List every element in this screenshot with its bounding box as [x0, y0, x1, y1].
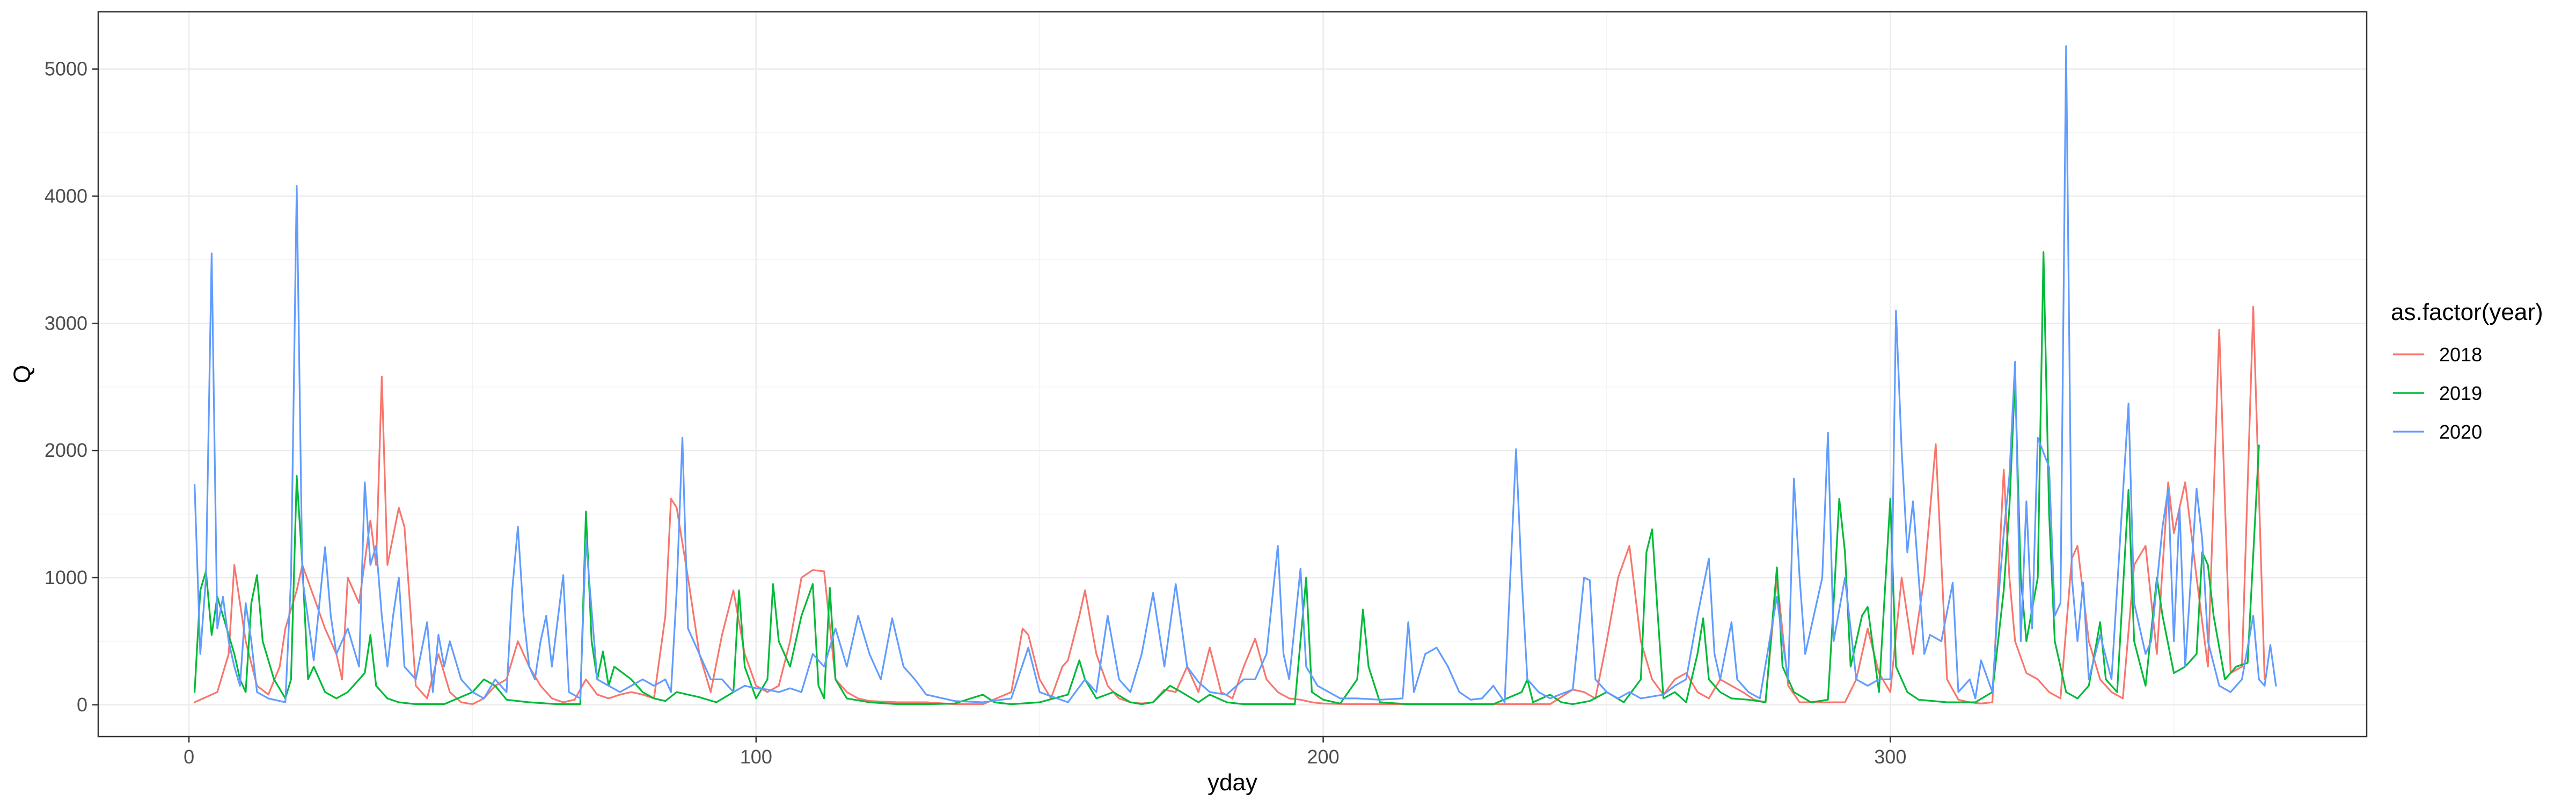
legend-label-2020: 2020 — [2439, 421, 2482, 443]
panel-border — [97, 11, 2368, 738]
y-axis-title: Q — [9, 365, 35, 383]
y-tick-label: 4000 — [45, 185, 87, 207]
legend: as.factor(year) 2018 2019 2020 — [2391, 299, 2543, 443]
legend-title: as.factor(year) — [2391, 299, 2543, 325]
y-axis-ticks: 0 1000 2000 3000 4000 5000 — [45, 58, 98, 716]
series-layer — [194, 45, 2277, 705]
legend-label-2019: 2019 — [2439, 382, 2482, 404]
x-axis-ticks: 0 100 200 300 — [184, 737, 1906, 768]
x-axis-title: yday — [1208, 769, 1257, 796]
series-line-2018 — [194, 305, 2266, 705]
y-tick-label: 5000 — [45, 58, 87, 80]
grid-major-lines — [98, 12, 2367, 737]
y-tick-label: 1000 — [45, 566, 87, 588]
legend-label-2018: 2018 — [2439, 344, 2482, 366]
series-line-2019 — [194, 251, 2260, 705]
y-tick-label: 2000 — [45, 439, 87, 461]
x-tick-label: 300 — [1874, 746, 1906, 768]
x-tick-label: 200 — [1307, 746, 1340, 768]
series-line-2020 — [194, 45, 2277, 703]
y-tick-label: 0 — [77, 694, 87, 716]
grid-minor-lines — [98, 12, 2367, 737]
x-tick-label: 0 — [184, 746, 194, 768]
y-tick-label: 3000 — [45, 312, 87, 334]
x-tick-label: 100 — [740, 746, 772, 768]
legend-items: 2018 2019 2020 — [2393, 344, 2482, 443]
